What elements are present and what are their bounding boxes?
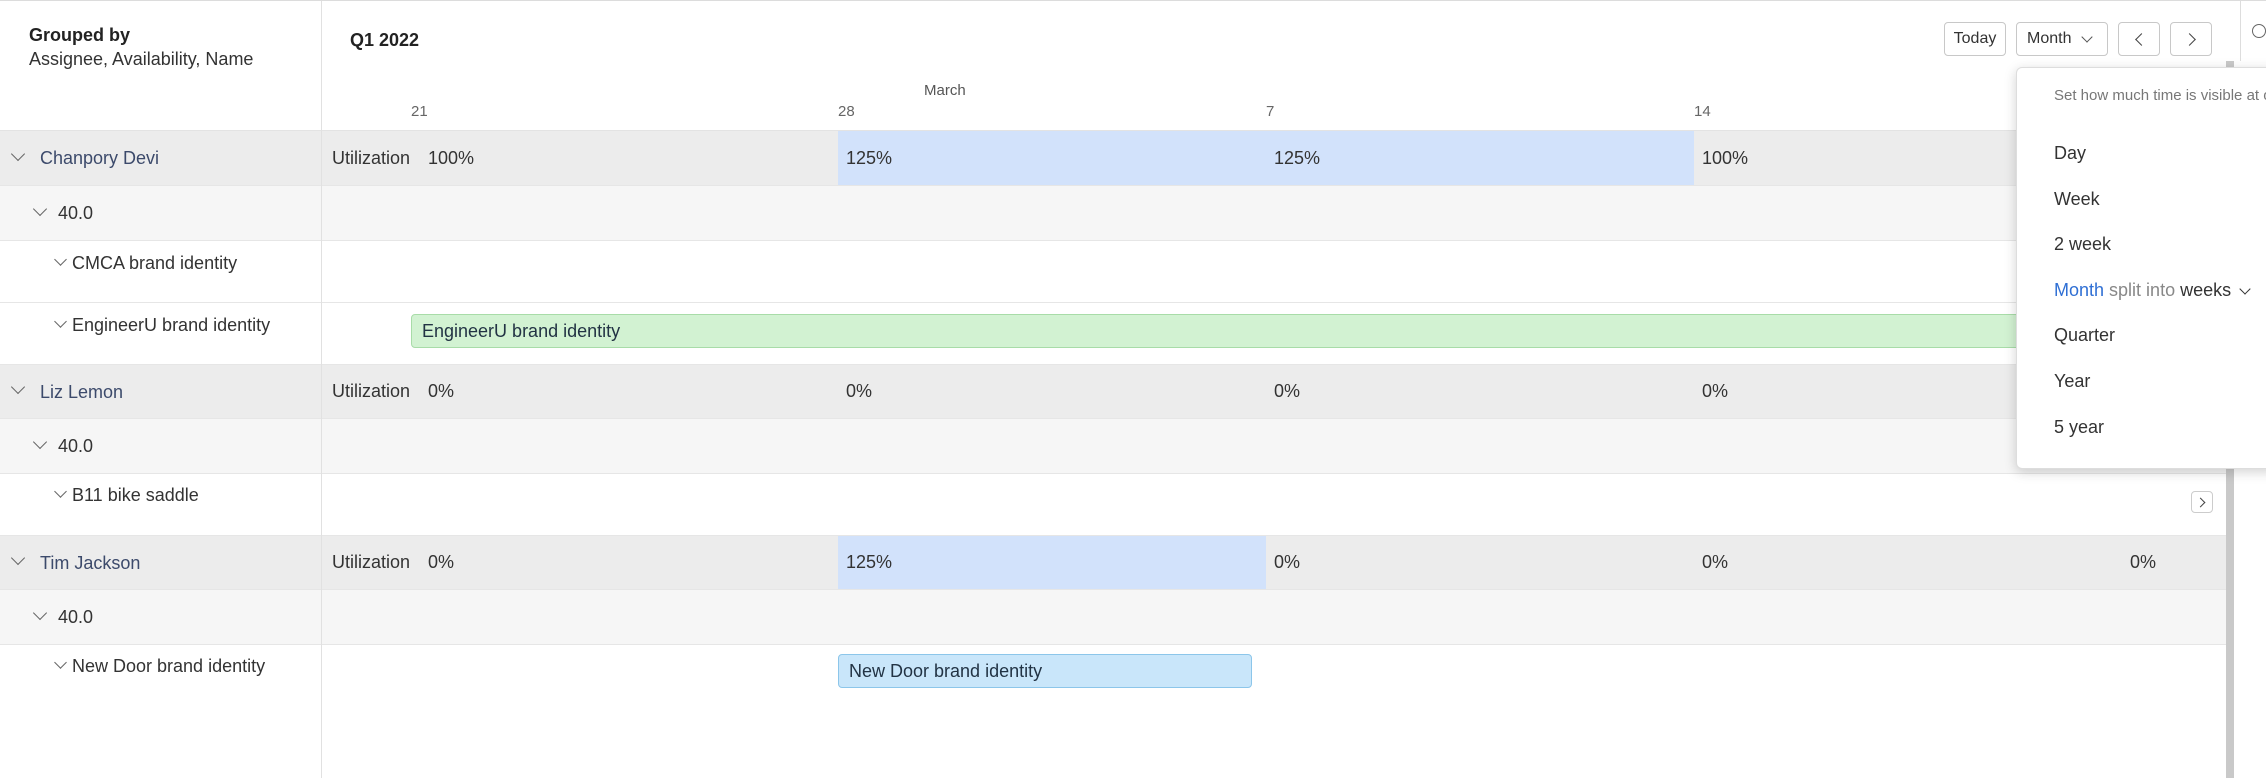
grouped-by-title: Grouped by bbox=[29, 25, 131, 45]
capacity-value: 40.0 bbox=[58, 203, 94, 223]
person-row[interactable]: Chanpory Devi Utilization 100% 125% 125%… bbox=[0, 131, 2226, 186]
utilization-label: Utilization bbox=[322, 536, 420, 589]
view-select-label: Month bbox=[2027, 30, 2072, 47]
timescale-option-week[interactable]: Week bbox=[2054, 189, 2100, 209]
project-row[interactable]: B11 bike saddle bbox=[0, 474, 2226, 536]
grouped-by-fields[interactable]: Assignee, Availability, Name bbox=[29, 49, 254, 69]
timescale-option-year[interactable]: Year bbox=[2054, 371, 2091, 391]
project-row[interactable]: EngineerU brand identity EngineerU brand… bbox=[0, 303, 2226, 365]
week-tick: 28 bbox=[838, 103, 855, 120]
week-tick: 7 bbox=[1266, 103, 1275, 120]
capacity-row[interactable]: 40.0 bbox=[0, 186, 2226, 241]
timescale-option-5-year[interactable]: 5 year bbox=[2054, 417, 2105, 437]
split-into-label: split into bbox=[2109, 280, 2176, 300]
chevron-down-icon bbox=[2081, 31, 2094, 43]
utilization-cell: 0% bbox=[428, 552, 455, 572]
utilization-cell: 0% bbox=[2130, 552, 2157, 572]
capacity-value: 40.0 bbox=[58, 607, 94, 627]
chevron-right-icon bbox=[2195, 497, 2206, 508]
project-name[interactable]: CMCA brand identity bbox=[72, 253, 238, 273]
utilization-cell: 125% bbox=[1266, 131, 1694, 185]
chevron-right-icon bbox=[2182, 32, 2196, 46]
month-label: March bbox=[924, 82, 966, 99]
capacity-row[interactable]: 40.0 bbox=[0, 419, 2226, 474]
chevron-down-icon[interactable] bbox=[32, 605, 48, 621]
header-divider bbox=[0, 130, 2226, 131]
assignee-name[interactable]: Chanpory Devi bbox=[40, 148, 160, 168]
capacity-value: 40.0 bbox=[58, 436, 94, 456]
week-tick: 21 bbox=[411, 103, 428, 120]
timescale-hint: Set how much time is visible at o bbox=[2054, 87, 2266, 104]
selected-timescale: Month bbox=[2054, 280, 2105, 300]
chevron-down-icon[interactable] bbox=[10, 146, 26, 162]
panel-divider bbox=[321, 1, 322, 778]
today-button-label: Today bbox=[1953, 30, 1997, 47]
project-name[interactable]: New Door brand identity bbox=[72, 656, 266, 676]
capacity-row[interactable]: 40.0 bbox=[0, 590, 2226, 645]
assignee-name[interactable]: Liz Lemon bbox=[40, 382, 124, 402]
utilization-cell: 0% bbox=[846, 381, 873, 401]
utilization-label: Utilization bbox=[322, 131, 420, 185]
chevron-down-icon[interactable] bbox=[54, 485, 67, 498]
person-row[interactable]: Liz Lemon Utilization 0% 0% 0% 0% bbox=[0, 365, 2226, 419]
project-name[interactable]: EngineerU brand identity bbox=[72, 315, 271, 335]
utilization-cell: 100% bbox=[1702, 148, 1749, 168]
project-row[interactable]: CMCA brand identity bbox=[0, 241, 2226, 303]
project-bar[interactable]: EngineerU brand identity bbox=[411, 314, 2026, 348]
search-icon[interactable] bbox=[2252, 24, 2266, 38]
assignee-name[interactable]: Tim Jackson bbox=[40, 553, 141, 573]
timescale-option-2-week[interactable]: 2 week bbox=[2054, 234, 2112, 254]
utilization-cell: 100% bbox=[428, 148, 475, 168]
timescale-option-month[interactable]: Month split into weeks bbox=[2054, 280, 2251, 301]
timescale-option-quarter[interactable]: Quarter bbox=[2054, 325, 2116, 345]
week-tick: 14 bbox=[1694, 103, 1711, 120]
toolbar-divider bbox=[2240, 1, 2241, 61]
chevron-down-icon[interactable] bbox=[32, 201, 48, 217]
utilization-cell: 0% bbox=[1702, 381, 1729, 401]
chevron-down-icon[interactable] bbox=[54, 253, 67, 266]
utilization-cell: 0% bbox=[1274, 552, 1301, 572]
scroll-to-item-button[interactable] bbox=[2191, 491, 2213, 513]
timescale-dropdown: Set how much time is visible at o Day We… bbox=[2016, 67, 2266, 469]
utilization-cell: 125% bbox=[838, 131, 1266, 185]
project-name[interactable]: B11 bike saddle bbox=[72, 485, 199, 505]
chevron-down-icon[interactable] bbox=[10, 379, 26, 395]
utilization-cell: 125% bbox=[838, 536, 1266, 589]
chevron-down-icon[interactable] bbox=[10, 550, 26, 566]
next-button[interactable] bbox=[2170, 22, 2212, 56]
chevron-down-icon[interactable] bbox=[2239, 283, 2251, 295]
utilization-label: Utilization bbox=[322, 365, 420, 418]
project-row[interactable]: New Door brand identity New Door brand i… bbox=[0, 645, 2226, 701]
timescale-option-day[interactable]: Day bbox=[2054, 143, 2087, 163]
person-row[interactable]: Tim Jackson Utilization 0% 125% 0% 0% 0% bbox=[0, 536, 2226, 590]
split-unit-select[interactable]: weeks bbox=[2180, 280, 2232, 300]
today-button[interactable]: Today bbox=[1944, 22, 2006, 56]
previous-button[interactable] bbox=[2118, 22, 2160, 56]
chevron-down-icon[interactable] bbox=[32, 434, 48, 450]
project-bar[interactable]: New Door brand identity bbox=[838, 654, 1252, 688]
utilization-cell: 0% bbox=[428, 381, 455, 401]
view-select[interactable]: Month bbox=[2016, 22, 2108, 56]
chevron-down-icon[interactable] bbox=[54, 315, 67, 328]
utilization-cell: 0% bbox=[1274, 381, 1301, 401]
chevron-left-icon bbox=[2134, 32, 2148, 46]
period-title: Q1 2022 bbox=[350, 30, 420, 50]
utilization-cell: 0% bbox=[1702, 552, 1729, 572]
chevron-down-icon[interactable] bbox=[54, 656, 67, 669]
